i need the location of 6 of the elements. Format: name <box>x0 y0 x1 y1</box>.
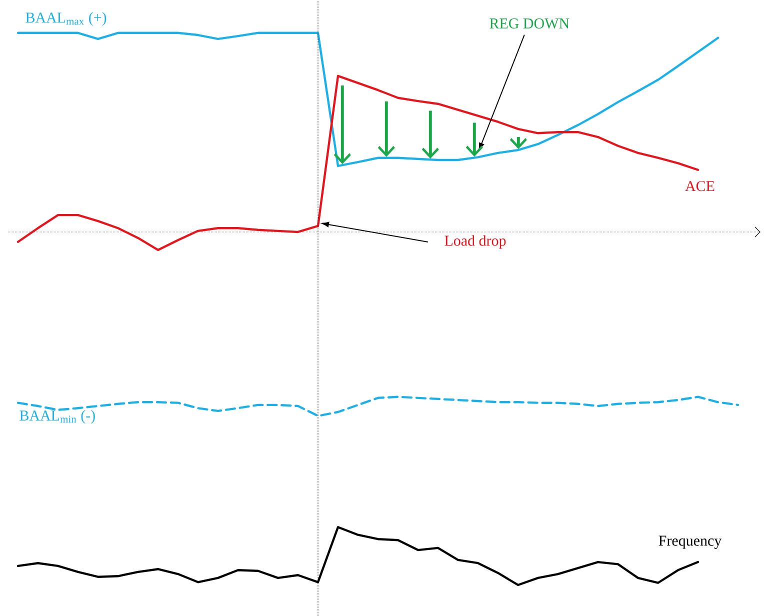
annotation: Load drop <box>444 235 506 249</box>
series-label: BAAL$_{max}$ (+) <box>26 12 106 26</box>
series-label: Frequency <box>658 536 722 549</box>
text: REG DOWN <box>490 18 570 29</box>
series-label: BAAL$_{min}$ (-) <box>20 410 95 424</box>
series-label: ACE <box>685 181 714 192</box>
